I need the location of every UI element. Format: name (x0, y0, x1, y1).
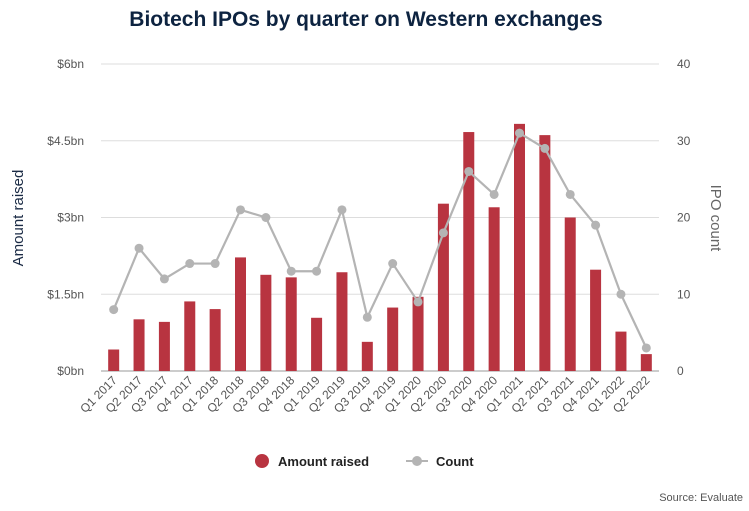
line-series-count (109, 128, 651, 353)
bar-amount-raised[interactable] (437, 203, 449, 371)
bar-series-amount-raised (108, 123, 652, 372)
y-axis-right-ticks: 0 10 20 30 40 (677, 57, 691, 378)
legend-marker-amount-raised (255, 454, 269, 468)
legend-item-amount-raised[interactable]: Amount raised (255, 454, 369, 469)
bar-amount-raised[interactable] (463, 132, 475, 371)
bar-amount-raised[interactable] (615, 331, 627, 371)
bar-amount-raised[interactable] (514, 123, 525, 372)
point-count[interactable] (616, 289, 626, 299)
point-count[interactable] (236, 205, 245, 215)
bar-amount-raised[interactable] (209, 309, 221, 371)
bar-amount-raised[interactable] (285, 277, 297, 371)
point-count[interactable] (362, 312, 372, 322)
y-axis-left-tick-label: $0bn (57, 364, 84, 378)
point-count[interactable] (210, 259, 220, 269)
bar-amount-raised[interactable] (640, 354, 652, 371)
point-count[interactable] (515, 128, 524, 138)
bar-amount-raised[interactable] (133, 319, 145, 371)
y-axis-left-tick-label: $6bn (57, 57, 84, 71)
bar-amount-raised[interactable] (311, 317, 323, 371)
chart-title: Biotech IPOs by quarter on Western excha… (129, 8, 602, 31)
point-count[interactable] (438, 228, 448, 238)
point-count[interactable] (489, 189, 499, 199)
bar-amount-raised[interactable] (590, 269, 602, 371)
y-axis-right-tick-label: 20 (677, 211, 691, 225)
y-axis-right-title: IPO count (707, 185, 724, 253)
bar-amount-raised[interactable] (412, 296, 424, 371)
y-axis-right-tick-label: 10 (677, 287, 691, 301)
y-axis-left-tick-label: $4.5bn (47, 134, 84, 148)
legend: Amount raised Count (255, 454, 474, 469)
legend-label-amount-raised: Amount raised (278, 454, 369, 469)
y-axis-left-tick-label: $1.5bn (47, 287, 84, 301)
bar-amount-raised[interactable] (108, 349, 120, 371)
point-count[interactable] (337, 205, 347, 215)
point-count[interactable] (591, 220, 601, 230)
line-count (112, 131, 648, 349)
bar-amount-raised[interactable] (184, 301, 196, 371)
bar-amount-raised[interactable] (260, 274, 272, 371)
point-count[interactable] (464, 166, 474, 176)
y-axis-left-title: Amount raised (10, 170, 27, 267)
y-axis-left-tick-label: $3bn (57, 211, 84, 225)
point-count[interactable] (540, 143, 550, 153)
y-axis-right-tick-label: 30 (677, 134, 691, 148)
point-count[interactable] (641, 343, 651, 353)
point-count[interactable] (159, 274, 169, 284)
y-axis-left-ticks: $0bn $1.5bn $3bn $4.5bn $6bn (47, 57, 84, 378)
legend-marker-count (412, 456, 422, 466)
legend-label-count: Count (436, 454, 474, 469)
bar-amount-raised[interactable] (488, 207, 500, 371)
bar-amount-raised[interactable] (564, 217, 576, 372)
y-axis-right-tick-label: 0 (677, 364, 684, 378)
point-count[interactable] (134, 243, 144, 253)
bar-amount-raised[interactable] (235, 257, 246, 371)
bar-amount-raised[interactable] (539, 135, 551, 371)
point-count[interactable] (312, 266, 322, 276)
source-note: Source: Evaluate (659, 492, 743, 504)
legend-item-count[interactable]: Count (406, 454, 474, 469)
bar-amount-raised[interactable] (387, 307, 399, 371)
point-count[interactable] (286, 266, 296, 276)
y-axis-right-tick-label: 40 (677, 57, 691, 71)
bar-amount-raised[interactable] (361, 341, 373, 371)
point-count[interactable] (109, 305, 119, 315)
point-count[interactable] (185, 259, 195, 269)
point-count[interactable] (565, 189, 575, 199)
point-count[interactable] (388, 259, 398, 269)
point-count[interactable] (413, 297, 423, 307)
point-count[interactable] (261, 213, 271, 222)
bar-amount-raised[interactable] (158, 321, 170, 371)
bar-amount-raised[interactable] (336, 272, 348, 371)
